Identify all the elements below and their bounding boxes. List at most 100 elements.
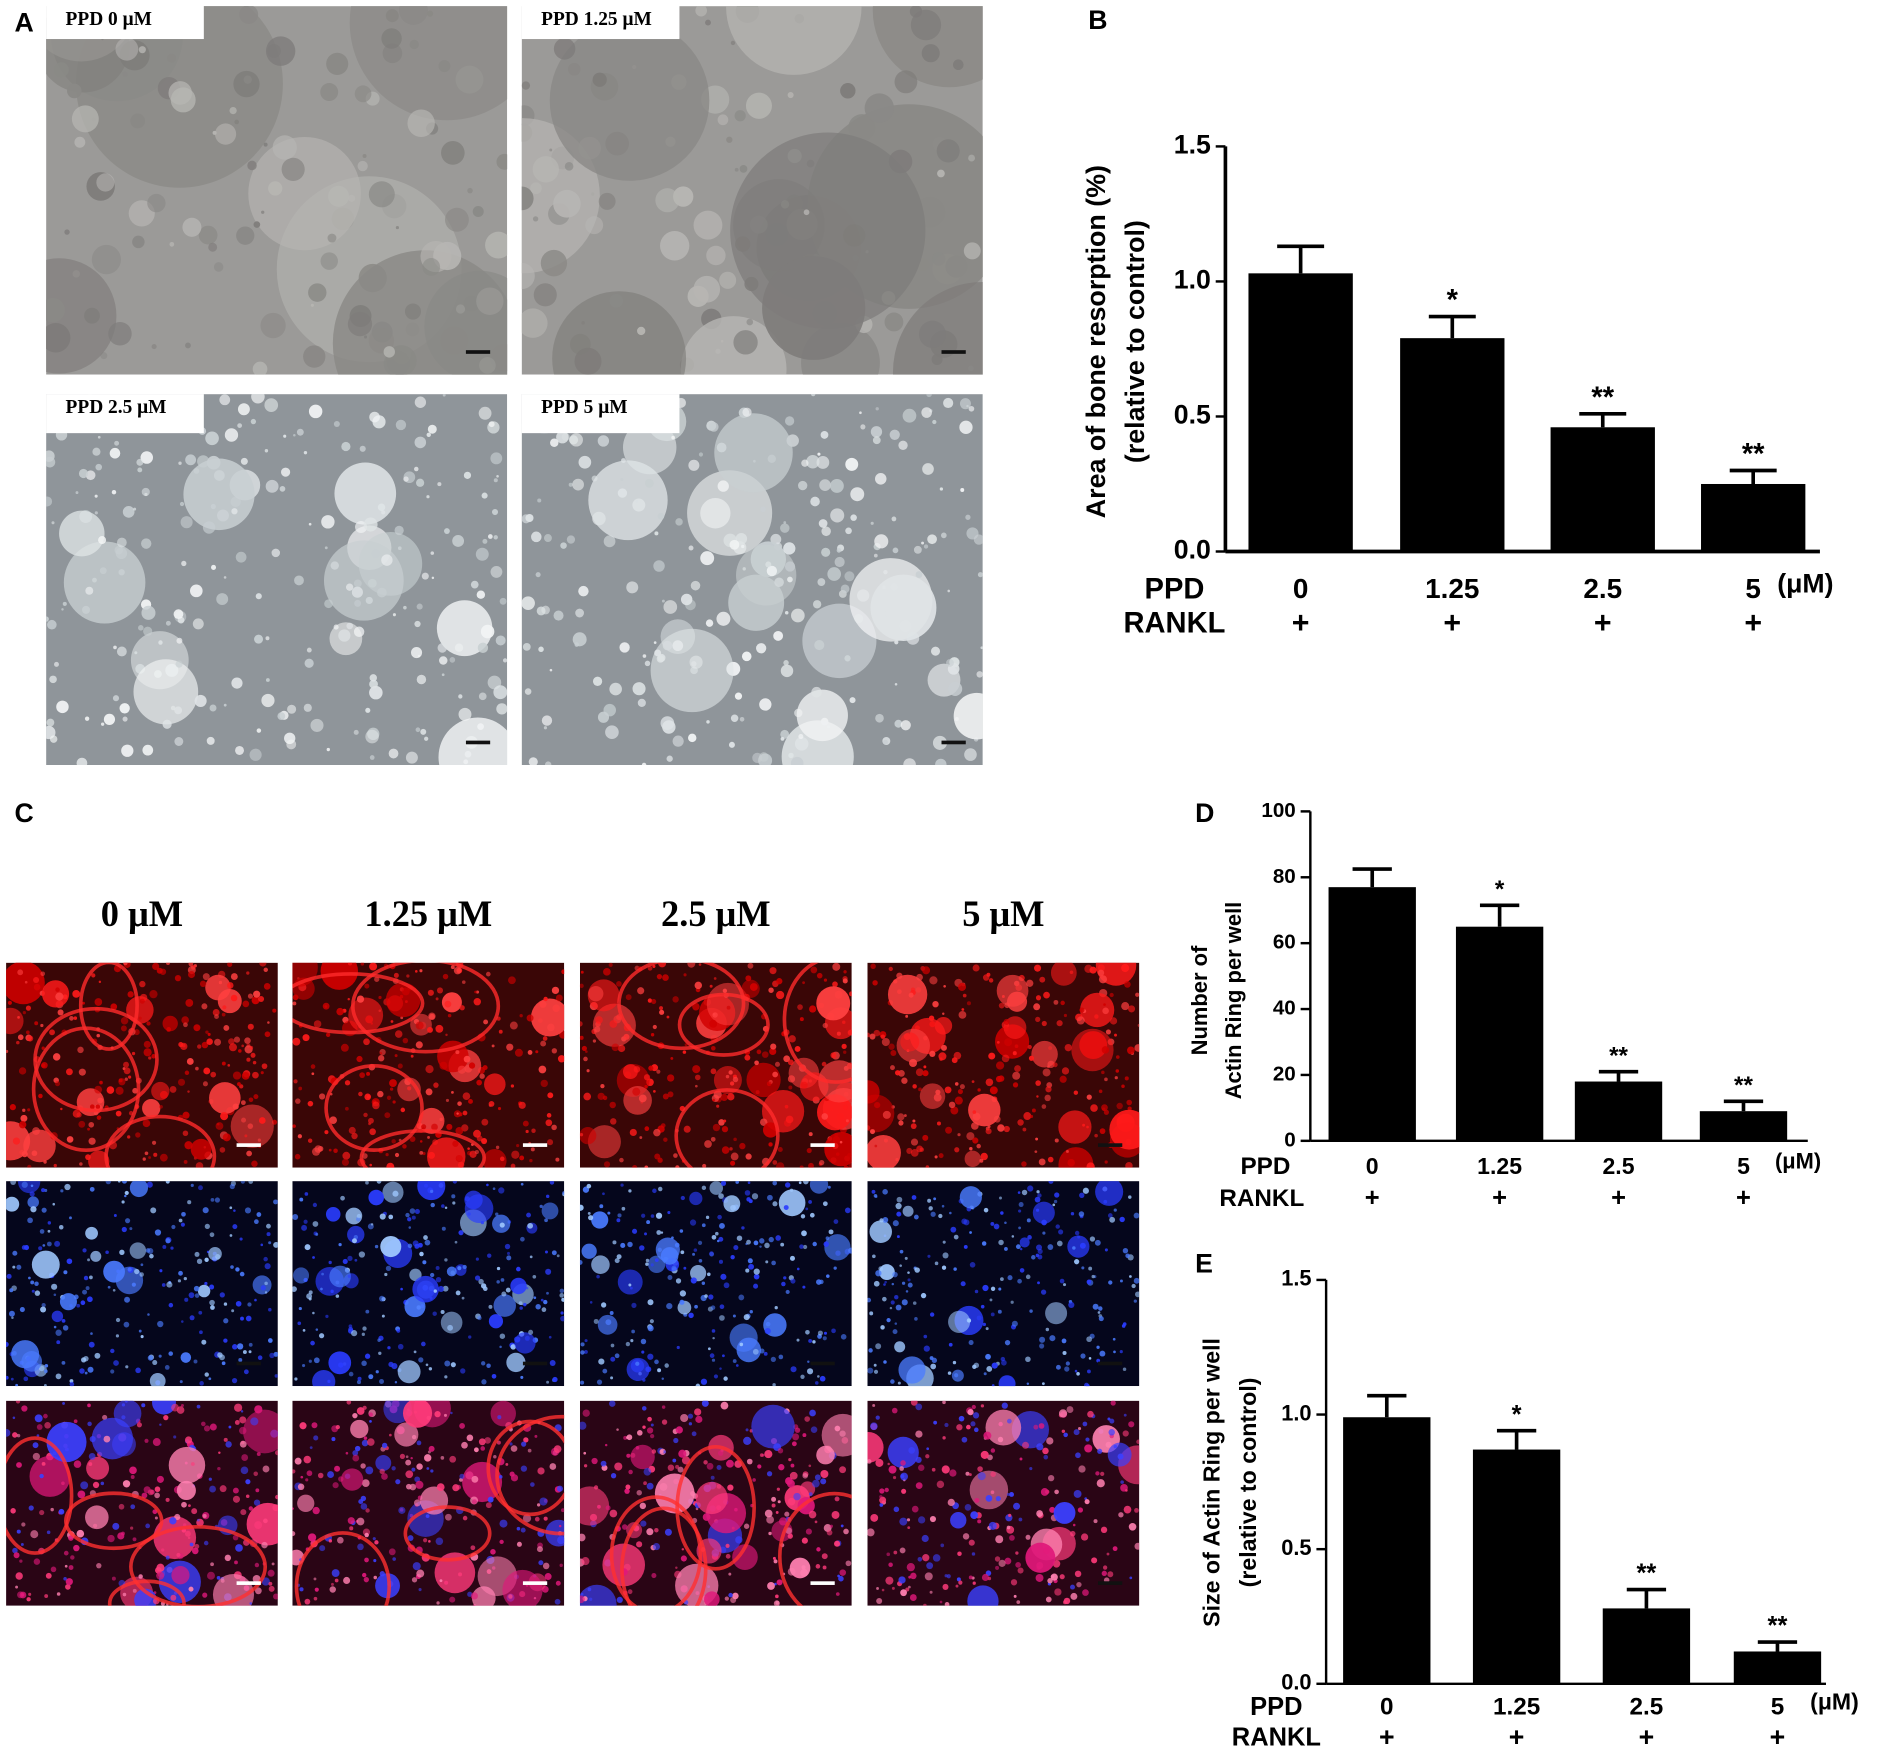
micrograph-speck [834, 990, 843, 999]
micrograph-speck [980, 1152, 988, 1161]
micrograph-speck [962, 993, 967, 998]
micrograph-speck [768, 1142, 773, 1147]
micrograph-speck [56, 700, 69, 714]
micrograph-speck [845, 457, 859, 471]
micrograph-speck [1076, 1016, 1085, 1025]
micrograph-speck [936, 1121, 941, 1126]
micrograph-speck [990, 1312, 995, 1317]
micrograph-speck [233, 1036, 241, 1043]
micrograph-speck [868, 1348, 873, 1353]
micrograph-speck [227, 982, 234, 989]
micrograph-speck [529, 1255, 533, 1259]
micrograph-speck [260, 1071, 264, 1075]
micrograph-speck [149, 990, 158, 999]
micrograph-speck [403, 605, 407, 610]
micrograph-speck [281, 157, 305, 181]
micrograph-speck [514, 1332, 536, 1354]
micrograph-speck [12, 1547, 18, 1554]
micrograph-speck [169, 1517, 177, 1525]
micrograph-speck [969, 1262, 976, 1268]
micrograph-speck [147, 1355, 154, 1361]
micrograph-speck [152, 962, 160, 971]
micrograph-speck [603, 968, 611, 976]
micrograph-speck [675, 1165, 680, 1168]
micrograph-speck [329, 622, 363, 656]
micrograph-speck [698, 963, 702, 966]
micrograph-speck [652, 1543, 661, 1551]
micrograph-speck [247, 1123, 254, 1129]
micrograph-speck [716, 1239, 720, 1243]
micrograph-speck [151, 1140, 157, 1145]
micrograph-speck [84, 1371, 88, 1375]
micrograph-speck [909, 1594, 917, 1601]
micrograph-speck [473, 997, 481, 1006]
micrograph-speck [100, 1481, 105, 1486]
micrograph-speck [338, 1242, 342, 1247]
micrograph-speck [255, 1488, 260, 1493]
micrograph-speck [262, 1465, 270, 1473]
micrograph-speck [548, 1335, 552, 1339]
micrograph-speck [1107, 1417, 1111, 1421]
micrograph-speck [690, 580, 701, 591]
micrograph-speck [442, 1285, 449, 1292]
micrograph-speck [392, 1557, 396, 1561]
micrograph-speck [372, 1101, 380, 1110]
micrograph-speck [905, 1587, 910, 1592]
micrograph-speck [91, 973, 96, 978]
micrograph-speck [1067, 1235, 1090, 1258]
micrograph-speck [745, 975, 752, 982]
micrograph-speck [1037, 1281, 1040, 1285]
micrograph-speck [292, 1286, 297, 1292]
micrograph [521, 394, 983, 766]
micrograph-speck [578, 585, 589, 597]
rankl-label: + [1365, 1184, 1380, 1212]
micrograph-speck [814, 1474, 821, 1481]
micrograph-speck [1098, 1316, 1104, 1322]
micrograph-speck [441, 1226, 446, 1231]
micrograph-speck [215, 1254, 221, 1260]
micrograph-speck [744, 1190, 751, 1196]
micrograph-speck [964, 1504, 972, 1511]
micrograph-speck [1077, 1507, 1084, 1513]
micrograph-speck [1014, 1065, 1021, 1073]
micrograph-speck [966, 1001, 971, 1006]
micrograph-speck [42, 1244, 46, 1247]
micrograph-speck [971, 1404, 976, 1410]
scale-bar [1098, 1143, 1123, 1147]
micrograph-speck [806, 1147, 812, 1154]
micrograph-speck [482, 1148, 507, 1168]
micrograph-speck [1025, 1356, 1031, 1363]
micrograph-speck [910, 1400, 918, 1406]
micrograph-speck [817, 452, 821, 456]
micrograph-speck [334, 1578, 339, 1583]
micrograph-speck [458, 1572, 463, 1577]
micrograph-speck [58, 1508, 65, 1515]
micrograph-speck [357, 1376, 362, 1381]
micrograph-speck [980, 1404, 985, 1408]
micrograph-speck [43, 1383, 47, 1387]
micrograph-speck [188, 1292, 195, 1299]
micrograph-speck [124, 1194, 127, 1198]
micrograph-speck [616, 981, 622, 987]
micrograph-speck [818, 519, 828, 528]
micrograph-speck [549, 148, 553, 152]
micrograph-speck [457, 1266, 462, 1271]
micrograph-speck [805, 1329, 810, 1335]
micrograph-speck [962, 1533, 970, 1540]
micrograph-speck [702, 1163, 707, 1168]
micrograph-speck [675, 518, 683, 526]
micrograph-speck [1125, 1489, 1128, 1492]
micrograph-speck [617, 1269, 643, 1295]
micrograph-speck [329, 1265, 351, 1288]
micrograph-speck [209, 1423, 217, 1431]
micrograph-speck [181, 1320, 184, 1323]
micrograph-speck [254, 634, 264, 644]
micrograph-speck [893, 1506, 900, 1513]
micrograph-speck [364, 335, 368, 339]
micrograph-cell [359, 1128, 486, 1168]
micrograph-speck [1102, 1007, 1109, 1015]
micrograph-speck [232, 1344, 238, 1350]
micrograph-speck [261, 1063, 268, 1070]
micrograph-speck [1010, 1579, 1018, 1586]
micrograph-speck [969, 1470, 1009, 1510]
